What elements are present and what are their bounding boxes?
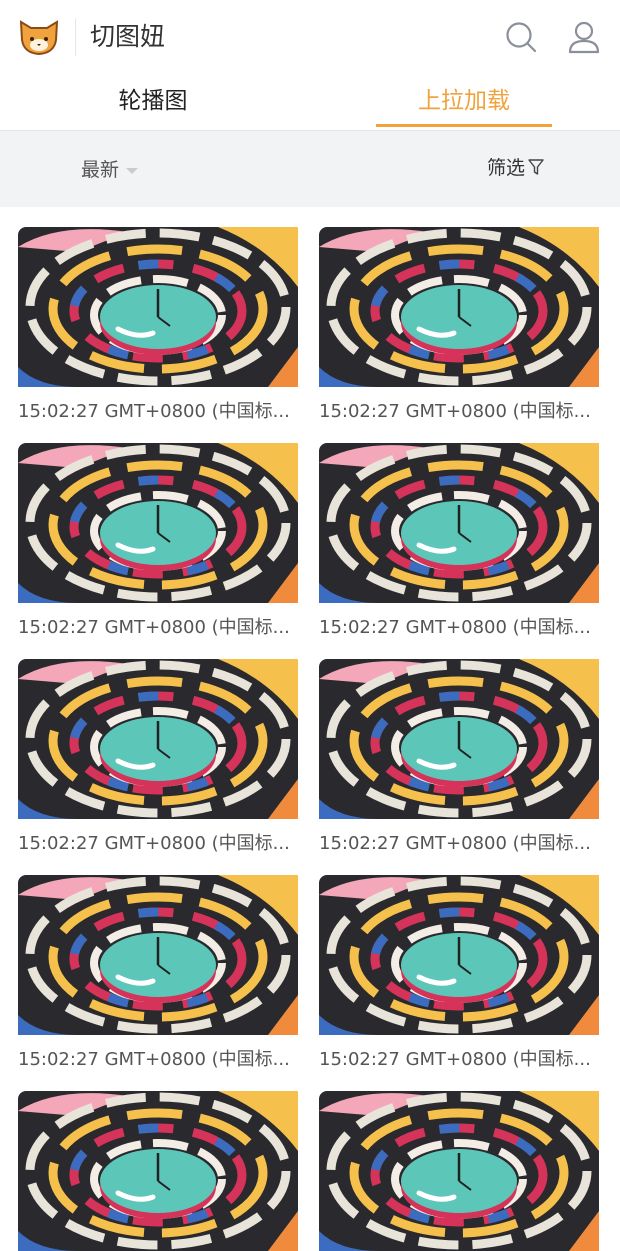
filter-label: 筛选 <box>487 157 526 179</box>
card-caption: 15:02:27 GMT+0800 (中国标... <box>18 617 290 638</box>
card-image <box>319 443 599 603</box>
image-card[interactable]: 15:02:27 GMT+0800 (中国标... <box>18 443 298 640</box>
card-caption: 15:02:27 GMT+0800 (中国标... <box>319 1049 591 1070</box>
card-caption: 15:02:27 GMT+0800 (中国标... <box>18 833 290 854</box>
image-card[interactable]: 15:02:27 GMT+0800 (中国标... <box>18 659 298 856</box>
dropdown-arrow <box>126 167 139 174</box>
card-image <box>18 227 298 387</box>
filter-bar <box>0 131 620 207</box>
tab-bar-border <box>0 130 620 131</box>
image-card[interactable]: 15:02:27 GMT+0800 (中国标... <box>18 227 298 424</box>
card-image <box>319 875 599 1035</box>
sort-label: 最新 <box>81 159 120 181</box>
card-image <box>319 659 599 819</box>
image-card[interactable]: 15:02:27 GMT+0800 (中国标... <box>18 875 298 1072</box>
card-image <box>319 1091 599 1251</box>
card-image <box>18 659 298 819</box>
active-tab-indicator <box>376 124 552 127</box>
card-image <box>18 1091 298 1251</box>
card-caption: 15:02:27 GMT+0800 (中国标... <box>18 401 290 422</box>
card-image <box>18 875 298 1035</box>
tab[interactable]: 上拉加载 <box>418 88 510 114</box>
card-caption: 15:02:27 GMT+0800 (中国标... <box>319 401 591 422</box>
card-caption: 15:02:27 GMT+0800 (中国标... <box>319 617 591 638</box>
filter-icon <box>528 159 544 175</box>
filter-button[interactable]: 筛选 <box>487 155 544 181</box>
image-card[interactable]: 15:02:27 GMT+0800 (中国标... <box>319 875 599 1072</box>
header-divider <box>75 18 76 56</box>
card-caption: 15:02:27 GMT+0800 (中国标... <box>319 833 591 854</box>
image-card-partial[interactable] <box>18 1091 298 1251</box>
sort-dropdown[interactable]: 最新 <box>81 157 139 183</box>
card-image <box>319 227 599 387</box>
app-page: 切图妞 轮播图 上拉加载 最新 筛选 15:02:27 GMT+0800 (中国标… <box>0 18 620 1102</box>
tab[interactable]: 轮播图 <box>118 88 188 114</box>
app-logo[interactable] <box>18 18 60 56</box>
user-icon[interactable] <box>567 20 601 54</box>
card-image <box>18 443 298 603</box>
image-card[interactable]: 15:02:27 GMT+0800 (中国标... <box>319 227 599 424</box>
image-card-partial[interactable] <box>319 1091 599 1251</box>
card-caption: 15:02:27 GMT+0800 (中国标... <box>18 1049 290 1070</box>
app-title: 切图妞 <box>90 22 166 51</box>
search-icon[interactable] <box>505 21 537 53</box>
image-card[interactable]: 15:02:27 GMT+0800 (中国标... <box>319 443 599 640</box>
image-card[interactable]: 15:02:27 GMT+0800 (中国标... <box>319 659 599 856</box>
